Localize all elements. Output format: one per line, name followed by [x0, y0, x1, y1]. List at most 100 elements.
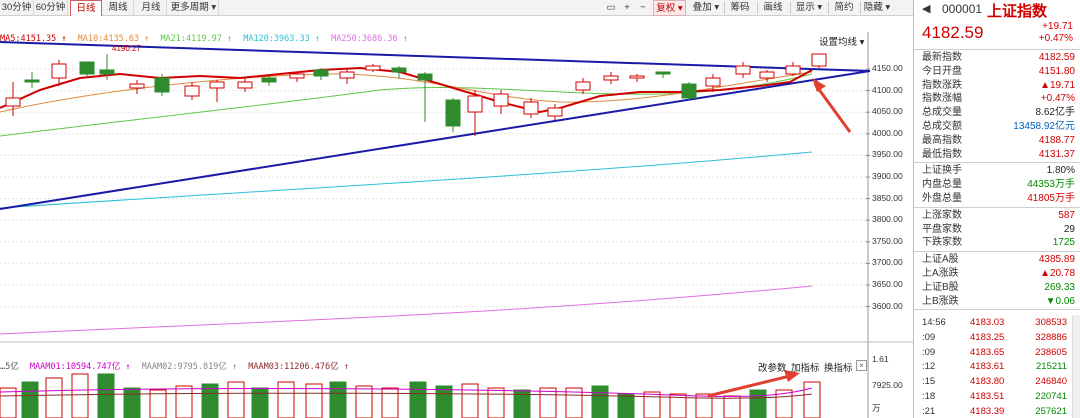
tick-row: :09 4183.65 238605 — [914, 346, 1080, 361]
candle-body — [603, 75, 619, 81]
zoom-out-button[interactable]: − — [640, 2, 646, 13]
candle-body — [51, 63, 67, 79]
stat-label: 上证换手 — [922, 165, 962, 177]
add-indicator-button[interactable]: 加指标 — [791, 363, 820, 374]
scrollbar[interactable] — [1072, 315, 1080, 418]
price-change-pct: +0.47% — [1038, 33, 1073, 44]
close-icon[interactable]: × — [856, 360, 867, 371]
switch-indicator-button[interactable]: 换指标 — [824, 363, 853, 374]
stat-value: 4188.77 — [1038, 134, 1075, 146]
volume-bar — [251, 387, 269, 418]
volume-bar — [513, 389, 531, 418]
stat-value: 29 — [1063, 223, 1075, 235]
stat-label: 平盘家数 — [922, 223, 962, 235]
candle-body — [5, 97, 21, 107]
volume-annotation-arrow — [707, 374, 791, 398]
volume-annotation-arrowhead — [784, 370, 800, 382]
breadth-stat-row: 下跌家数 1725 — [914, 236, 1080, 250]
hide-button[interactable]: 隐藏 ▾ — [863, 2, 891, 13]
price-tick-label: 3850.00 — [872, 192, 903, 203]
breadth-stat-row: 上涨家数 587 — [914, 209, 1080, 223]
volume-bar — [487, 387, 505, 418]
tick-time: :09 — [922, 331, 936, 343]
volume-bar — [45, 377, 63, 418]
ma5-value: MA5:4151.35 ↑ — [0, 34, 67, 44]
ma21-value: MA21:4119.97 ↑ — [160, 34, 233, 44]
volume-bar — [329, 381, 347, 418]
stat-label: 上证A股 — [922, 254, 959, 266]
candle-body — [391, 67, 407, 73]
simple-mode-button[interactable]: 简约 — [834, 2, 854, 13]
display-button[interactable]: 显示 ▾ — [795, 2, 823, 13]
maam03-line — [0, 392, 813, 399]
tick-volume: 257621 — [1035, 405, 1067, 417]
tick-volume: 328886 — [1035, 331, 1067, 343]
overlay-button[interactable]: 叠加 ▾ — [692, 2, 720, 13]
sub-index-stat-row: 上证A股 4385.89 — [914, 253, 1080, 267]
sub-index-stat-row: 上证B股 269.33 — [914, 281, 1080, 295]
stat-label: 总成交额 — [922, 121, 962, 132]
quote-stat-row: 今日开盘 4151.80 — [914, 65, 1080, 79]
candle-body — [261, 77, 277, 83]
volume-bar — [381, 387, 399, 418]
divider — [914, 162, 1080, 164]
stat-value: 8.62亿手 — [1035, 107, 1075, 119]
volume-bar — [617, 393, 635, 418]
prev-stock-icon[interactable]: ◀ — [922, 3, 931, 15]
kline-chart[interactable]: 4190.27 MA5:4151.35 ↑ MA10:4135.63 ↑ MA2… — [0, 16, 913, 418]
tab-daily[interactable]: 日线 — [70, 0, 102, 16]
tick-volume: 215211 — [1036, 361, 1067, 373]
maam01-line — [0, 387, 813, 398]
volume-bar — [803, 381, 821, 418]
turnover-stat-row: 内盘总量 44353万手 — [914, 178, 1080, 192]
price-tick-label: 4100.00 — [872, 84, 903, 95]
candle-body — [289, 73, 305, 79]
volume-bar — [669, 393, 687, 418]
quote-stat-row: 最低指数 4131.37 — [914, 148, 1080, 162]
zoom-in-button[interactable]: + — [624, 2, 630, 13]
candle-body — [184, 85, 200, 97]
edit-params-button[interactable]: 改参数 — [758, 363, 787, 374]
stat-value: 13458.92亿元 — [1013, 121, 1075, 132]
tick-time: :21 — [922, 405, 936, 417]
tab-weekly[interactable]: 周线 — [103, 0, 134, 16]
price-tick-label: 3700.00 — [872, 257, 903, 268]
stat-value: 4182.59 — [1038, 52, 1075, 63]
lower-trend-line — [0, 70, 871, 210]
chips-button[interactable]: 筹码 — [730, 2, 750, 13]
stat-value: 1.80% — [1046, 165, 1075, 177]
candle-body — [154, 77, 170, 93]
kline-canvas: 4190.27 — [0, 32, 913, 418]
tab-30min[interactable]: 30分钟 — [0, 0, 34, 16]
quote-stat-row: 最新指数 4182.59 — [914, 51, 1080, 65]
candle-body — [339, 71, 355, 79]
ma120-value: MA120:3963.33 ↑ — [243, 34, 320, 44]
candle-body — [735, 65, 751, 75]
tick-time: :15 — [922, 376, 936, 388]
stat-label: 上涨家数 — [922, 209, 962, 221]
tab-monthly[interactable]: 月线 — [136, 0, 167, 16]
vol-value: …5亿 — [0, 362, 19, 372]
maam02-value: MAAM02:9795.819亿 ↑ — [141, 362, 238, 372]
upper-trend-line — [0, 41, 871, 72]
price-tick-label: 3750.00 — [872, 235, 903, 246]
volume-bar — [461, 383, 479, 418]
tick-row: :15 4183.80 246840 — [914, 375, 1080, 390]
volume-bar — [175, 385, 193, 418]
stat-value: ▲19.71 — [1040, 79, 1075, 91]
candle-body — [575, 81, 591, 91]
adjust-rights-button[interactable]: 复权 ▾ — [653, 0, 686, 16]
stat-label: 上B涨跌 — [922, 295, 959, 307]
tick-volume: 308533 — [1035, 317, 1067, 328]
volume-bar — [277, 381, 295, 418]
tab-60min[interactable]: 60分钟 — [34, 0, 68, 16]
stat-label: 指数涨跌 — [922, 79, 962, 91]
price-tick-label: 4150.00 — [872, 63, 903, 73]
candle-body — [79, 61, 95, 75]
candle-body — [785, 65, 801, 75]
ma-settings-button[interactable]: 设置均线 ▾ — [819, 37, 865, 48]
tab-more-periods[interactable]: 更多周期 ▾ — [169, 0, 219, 16]
sub-index-stat-row: 上B涨跌 ▼0.06 — [914, 295, 1080, 309]
draw-line-button[interactable]: 画线 — [763, 2, 783, 13]
frame-icon[interactable]: ▭ — [606, 2, 616, 13]
